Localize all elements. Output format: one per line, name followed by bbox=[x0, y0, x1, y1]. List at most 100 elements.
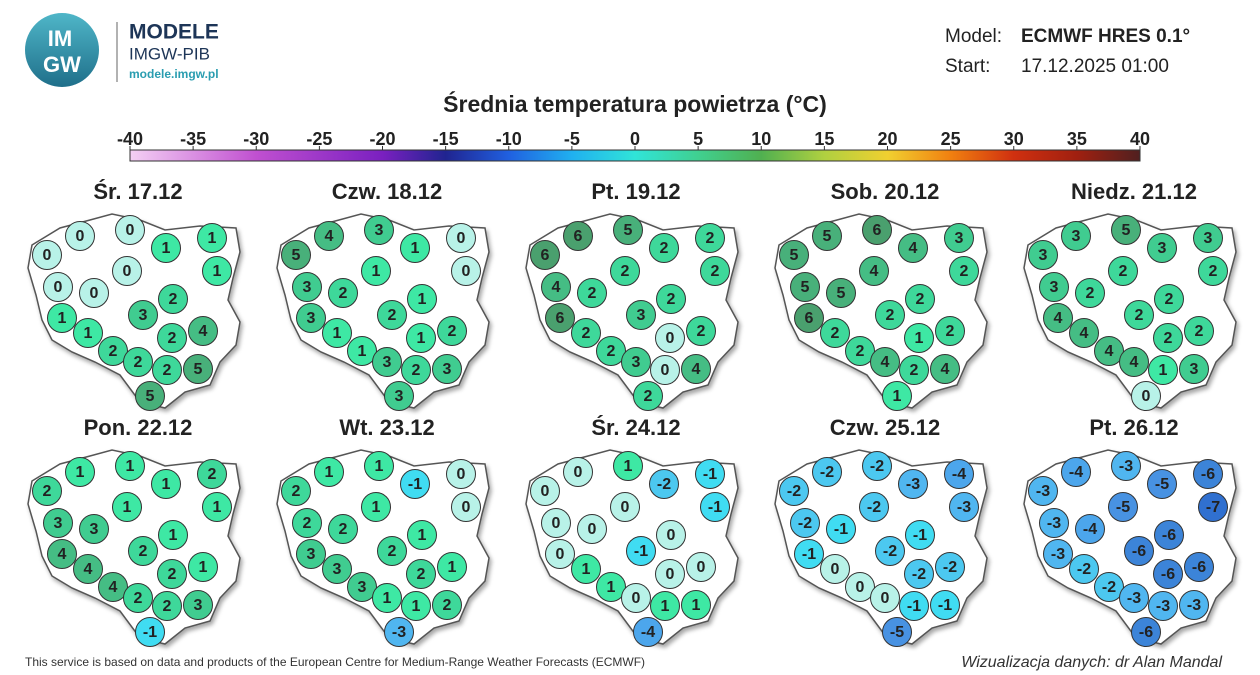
station-value: 2 bbox=[667, 291, 676, 308]
station-marker bbox=[626, 536, 656, 566]
station-marker bbox=[1124, 300, 1154, 330]
station-value: 3 bbox=[395, 388, 404, 405]
station-marker bbox=[633, 381, 663, 411]
station-marker bbox=[183, 590, 213, 620]
station-marker bbox=[820, 318, 850, 348]
station-marker bbox=[944, 223, 974, 253]
station-marker bbox=[794, 539, 824, 569]
station-marker bbox=[882, 381, 912, 411]
station-marker bbox=[530, 476, 560, 506]
station-marker bbox=[779, 240, 809, 270]
station-marker bbox=[1198, 256, 1228, 286]
station-value: 0 bbox=[1142, 388, 1151, 405]
station-value: 6 bbox=[556, 310, 565, 327]
station-value: 3 bbox=[1072, 228, 1081, 245]
station-value: -6 bbox=[1201, 466, 1215, 483]
url[interactable]: modele.imgw.pl bbox=[129, 67, 219, 81]
station-marker bbox=[1075, 278, 1105, 308]
station-marker bbox=[32, 240, 62, 270]
station-value: 0 bbox=[90, 285, 99, 302]
station-marker bbox=[862, 215, 892, 245]
station-marker bbox=[1131, 617, 1161, 647]
station-value: 6 bbox=[574, 228, 583, 245]
station-value: 3 bbox=[383, 354, 392, 371]
station-marker bbox=[47, 303, 77, 333]
station-value: 2 bbox=[388, 543, 397, 560]
station-value: 1 bbox=[411, 240, 420, 257]
station-marker bbox=[845, 572, 875, 602]
station-marker bbox=[347, 572, 377, 602]
station-marker bbox=[621, 583, 651, 613]
station-value: -2 bbox=[1102, 579, 1116, 596]
station-value: 0 bbox=[667, 527, 676, 544]
station-marker bbox=[1043, 539, 1073, 569]
station-marker bbox=[700, 256, 730, 286]
station-marker bbox=[899, 591, 929, 621]
station-value: 3 bbox=[307, 310, 316, 327]
station-marker bbox=[1184, 316, 1214, 346]
station-value: 4 bbox=[84, 561, 93, 578]
panel-title: Czw. 18.12 bbox=[332, 179, 442, 204]
station-value: 1 bbox=[76, 464, 85, 481]
station-value: -6 bbox=[1161, 566, 1175, 583]
colorbar bbox=[129, 149, 1141, 162]
station-marker bbox=[112, 492, 142, 522]
station-marker bbox=[65, 221, 95, 251]
station-marker bbox=[1147, 233, 1177, 263]
station-value: 2 bbox=[417, 566, 426, 583]
station-value: 4 bbox=[881, 354, 890, 371]
station-value: 1 bbox=[607, 579, 616, 596]
station-value: 2 bbox=[163, 598, 172, 615]
station-value: 3 bbox=[333, 561, 342, 578]
station-value: 0 bbox=[831, 561, 840, 578]
station-marker bbox=[446, 223, 476, 253]
station-value: -1 bbox=[938, 597, 952, 614]
station-value: 0 bbox=[697, 559, 706, 576]
colorbar-tick-label: 25 bbox=[941, 129, 961, 149]
station-value: 1 bbox=[126, 458, 135, 475]
station-value: 1 bbox=[375, 458, 384, 475]
station-value: -3 bbox=[1156, 598, 1170, 615]
station-marker bbox=[152, 591, 182, 621]
station-value: -3 bbox=[1047, 515, 1061, 532]
station-value: 2 bbox=[910, 362, 919, 379]
station-marker bbox=[123, 583, 153, 613]
station-marker bbox=[406, 323, 436, 353]
colorbar-tick-label: 5 bbox=[693, 129, 703, 149]
station-value: -3 bbox=[1187, 597, 1201, 614]
station-marker bbox=[384, 617, 414, 647]
station-marker bbox=[157, 559, 187, 589]
station-value: 5 bbox=[801, 279, 810, 296]
station-value: 3 bbox=[1039, 247, 1048, 264]
station-value: 2 bbox=[43, 483, 52, 500]
station-marker bbox=[649, 233, 679, 263]
station-value: 4 bbox=[692, 361, 701, 378]
station-marker bbox=[1028, 476, 1058, 506]
station-marker bbox=[1061, 221, 1091, 251]
station-value: 2 bbox=[163, 362, 172, 379]
station-marker bbox=[361, 256, 391, 286]
brand: MODELE bbox=[129, 21, 219, 44]
panel-title: Sob. 20.12 bbox=[831, 179, 940, 204]
station-marker bbox=[364, 215, 394, 245]
station-marker bbox=[128, 536, 158, 566]
station-marker bbox=[1043, 303, 1073, 333]
station-marker bbox=[1108, 256, 1138, 286]
station-value: 2 bbox=[886, 307, 895, 324]
station-marker bbox=[870, 583, 900, 613]
station-marker bbox=[1111, 215, 1141, 245]
station-value: 1 bbox=[1159, 362, 1168, 379]
station-value: 1 bbox=[333, 325, 342, 342]
colorbar-tick-label: 30 bbox=[1004, 129, 1024, 149]
station-value: 0 bbox=[457, 230, 466, 247]
station-value: 1 bbox=[169, 527, 178, 544]
station-marker bbox=[545, 303, 575, 333]
station-marker bbox=[115, 215, 145, 245]
station-marker bbox=[79, 514, 109, 544]
station-value: 1 bbox=[624, 458, 633, 475]
station-value: 1 bbox=[199, 559, 208, 576]
station-marker bbox=[650, 355, 680, 385]
